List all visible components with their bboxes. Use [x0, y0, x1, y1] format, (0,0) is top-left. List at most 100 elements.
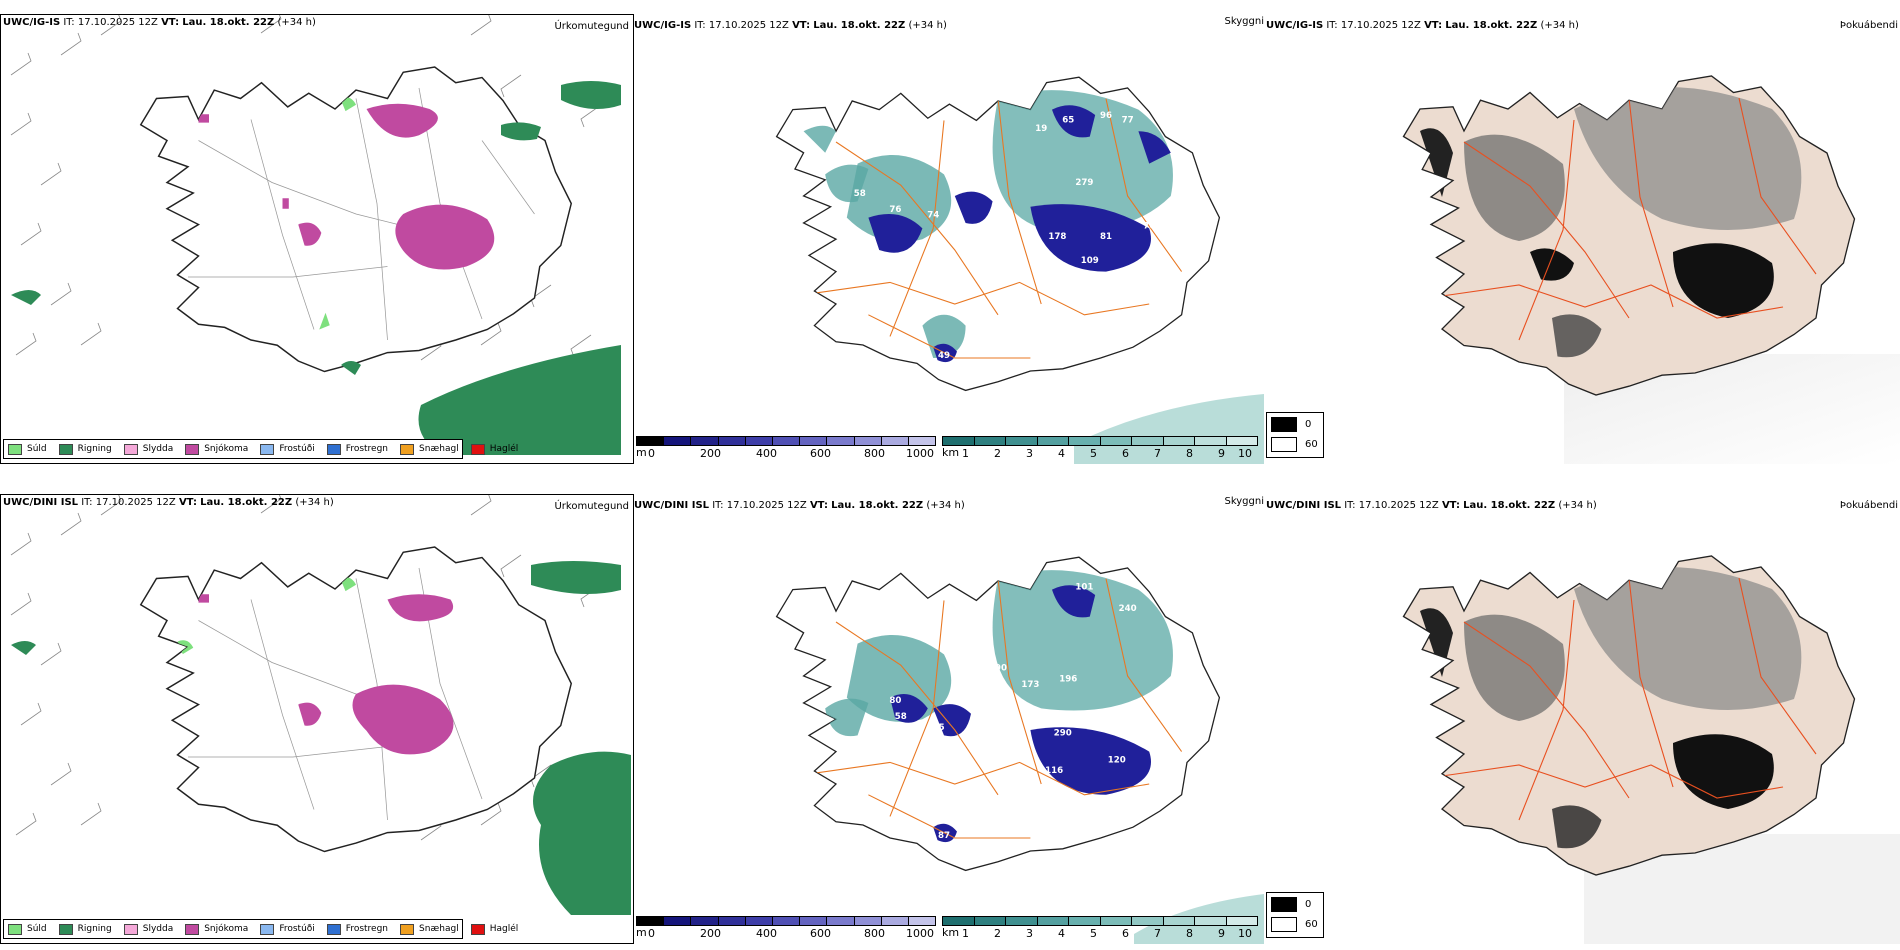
tick: 3 — [1026, 927, 1033, 940]
visibility-unit: km — [942, 926, 960, 939]
model-name: UWC/IG-IS — [1266, 20, 1324, 31]
vt-label: VT: — [792, 20, 811, 31]
model-name: UWC/IG-IS — [3, 17, 61, 28]
tick: 7 — [1154, 927, 1161, 940]
precip-map-2 — [10, 495, 631, 915]
lead-time: (+34 h) — [1558, 500, 1597, 511]
precip-legend-1: Súld Rigning Slydda Snjókoma Frostúði Fr… — [3, 439, 518, 459]
legend-swatch — [470, 443, 485, 455]
legend-item: Súld — [8, 443, 47, 455]
tick: 1000 — [906, 927, 934, 940]
legend-item: Snæhagl — [400, 923, 459, 935]
vt-label: VT: — [1424, 20, 1443, 31]
tick: 800 — [864, 927, 885, 940]
legend-item: Súld — [8, 923, 47, 935]
row1-title-2: UWC/IG-IS IT: 17.10.2025 12Z VT: Lau. 18… — [634, 20, 947, 31]
tick: 0 — [648, 927, 655, 940]
legend-item: Frostregn — [326, 923, 389, 935]
legend-label: Snæhagl — [419, 924, 459, 934]
legend-item: Frostúði — [260, 923, 315, 935]
legend-item: Slydda — [123, 443, 173, 455]
vt-label: VT: — [1441, 500, 1460, 511]
cloud-label: 190 — [989, 664, 1007, 674]
legend-label: Frostúði — [279, 924, 315, 934]
cloud-label: 290 — [1054, 728, 1072, 738]
tick: 8 — [1186, 927, 1193, 940]
tick: 4 — [1058, 447, 1065, 460]
row2-title: UWC/DINI ISL IT: 17.10.2025 12Z VT: Lau.… — [3, 497, 334, 508]
it-value: 17.10.2025 12Z — [1340, 20, 1421, 31]
tick: 400 — [756, 447, 777, 460]
fog-panel-1: UWC/IG-IS IT: 17.10.2025 12Z VT: Lau. 18… — [1264, 14, 1900, 464]
legend-item: Frostregn — [326, 443, 388, 455]
cloud-label: 65 — [933, 723, 945, 733]
cloud-label: 65 — [1062, 116, 1074, 126]
cloud-panel-2: 80 58 65 190 173 196 101 240 290 116 120… — [634, 494, 1264, 944]
model-name: UWC/IG-IS — [634, 20, 692, 31]
it-label: IT: — [694, 20, 706, 31]
cloud-label: 116 — [1045, 766, 1063, 776]
tick: 600 — [810, 927, 831, 940]
vt-value: Lau. 18.okt. 22Z — [831, 500, 924, 511]
cloud-panel-1: 58 76 74 19 65 96 77 279 178 81 76 109 4… — [634, 14, 1264, 464]
vt-value: Lau. 18.okt. 22Z — [200, 497, 293, 508]
row1-title: UWC/IG-IS IT: 17.10.2025 12Z VT: Lau. 18… — [3, 17, 316, 28]
legend-item: Haglél — [470, 443, 519, 455]
legend-swatch — [58, 923, 73, 935]
legend-swatch — [8, 443, 22, 455]
tick: 5 — [1090, 447, 1097, 460]
cloud-label: 19 — [1035, 124, 1047, 134]
cloud-label: 80 — [889, 696, 901, 706]
legend-label: Rigning — [77, 924, 112, 934]
ceiling-unit: m — [636, 446, 647, 459]
ceiling-cells — [636, 916, 936, 926]
legend-item: Snjókoma — [185, 443, 248, 455]
vt-label: VT: — [161, 17, 180, 28]
it-value: 17.10.2025 12Z — [708, 20, 789, 31]
legend-swatch — [260, 443, 275, 455]
precip-legend-2: Súld Rigning Slydda Snjókoma Frostúði Fr… — [3, 919, 518, 939]
cloud-label: 101 — [1075, 583, 1093, 593]
it-value: 17.10.2025 12Z — [726, 500, 807, 511]
legend-swatch — [326, 443, 341, 455]
cloud-label: 58 — [854, 189, 866, 199]
it-label: IT: — [1326, 20, 1338, 31]
legend-item: Slydda — [123, 923, 173, 935]
visibility-colorbar-2: km 1 2 3 4 5 6 7 8 9 10 — [942, 916, 1258, 944]
tick: 1 — [962, 447, 969, 460]
legend-label: Frostregn — [345, 924, 389, 934]
ceiling-colorbar-1: m 0 200 400 600 800 1000 — [636, 436, 936, 464]
fog-legend-row: 60 — [1271, 437, 1318, 452]
ceiling-unit: m — [636, 926, 647, 939]
legend-swatch — [185, 443, 200, 455]
visibility-cells — [942, 916, 1258, 926]
row1-title-3: UWC/IG-IS IT: 17.10.2025 12Z VT: Lau. 18… — [1266, 20, 1579, 31]
legend-swatch — [123, 443, 138, 455]
lead-time: (+34 h) — [277, 17, 316, 28]
ceiling-cells — [636, 436, 936, 446]
legend-swatch — [8, 923, 22, 935]
tick: 5 — [1090, 927, 1097, 940]
tick: 8 — [1186, 447, 1193, 460]
ceiling-colorbar-2: m 0 200 400 600 800 1000 — [636, 916, 936, 944]
fog-swatch — [1271, 917, 1297, 932]
legend-swatch — [123, 923, 138, 935]
cloud-title: Skyggni — [1224, 16, 1264, 27]
fog-panel-2: UWC/DINI ISL IT: 17.10.2025 12Z VT: Lau.… — [1264, 494, 1900, 944]
tick: 10 — [1238, 447, 1252, 460]
tick: 10 — [1238, 927, 1252, 940]
vt-value: Lau. 18.okt. 22Z — [813, 20, 906, 31]
precip-title: Úrkomutegund — [554, 501, 629, 512]
fog-legend-label: 60 — [1305, 439, 1318, 450]
fog-legend-row: 60 — [1271, 917, 1318, 932]
fog-swatch — [1271, 437, 1297, 452]
cloud-label: 87 — [938, 831, 950, 841]
model-name: UWC/DINI ISL — [3, 497, 79, 508]
vt-value: Lau. 18.okt. 22Z — [1445, 20, 1538, 31]
legend-label: Haglél — [489, 444, 519, 454]
row2-title-2: UWC/DINI ISL IT: 17.10.2025 12Z VT: Lau.… — [634, 500, 965, 511]
tick: 600 — [810, 447, 831, 460]
it-value: 17.10.2025 12Z — [77, 17, 158, 28]
cloud-label: 77 — [1122, 116, 1134, 126]
cloud-label: 96 — [1100, 111, 1112, 121]
